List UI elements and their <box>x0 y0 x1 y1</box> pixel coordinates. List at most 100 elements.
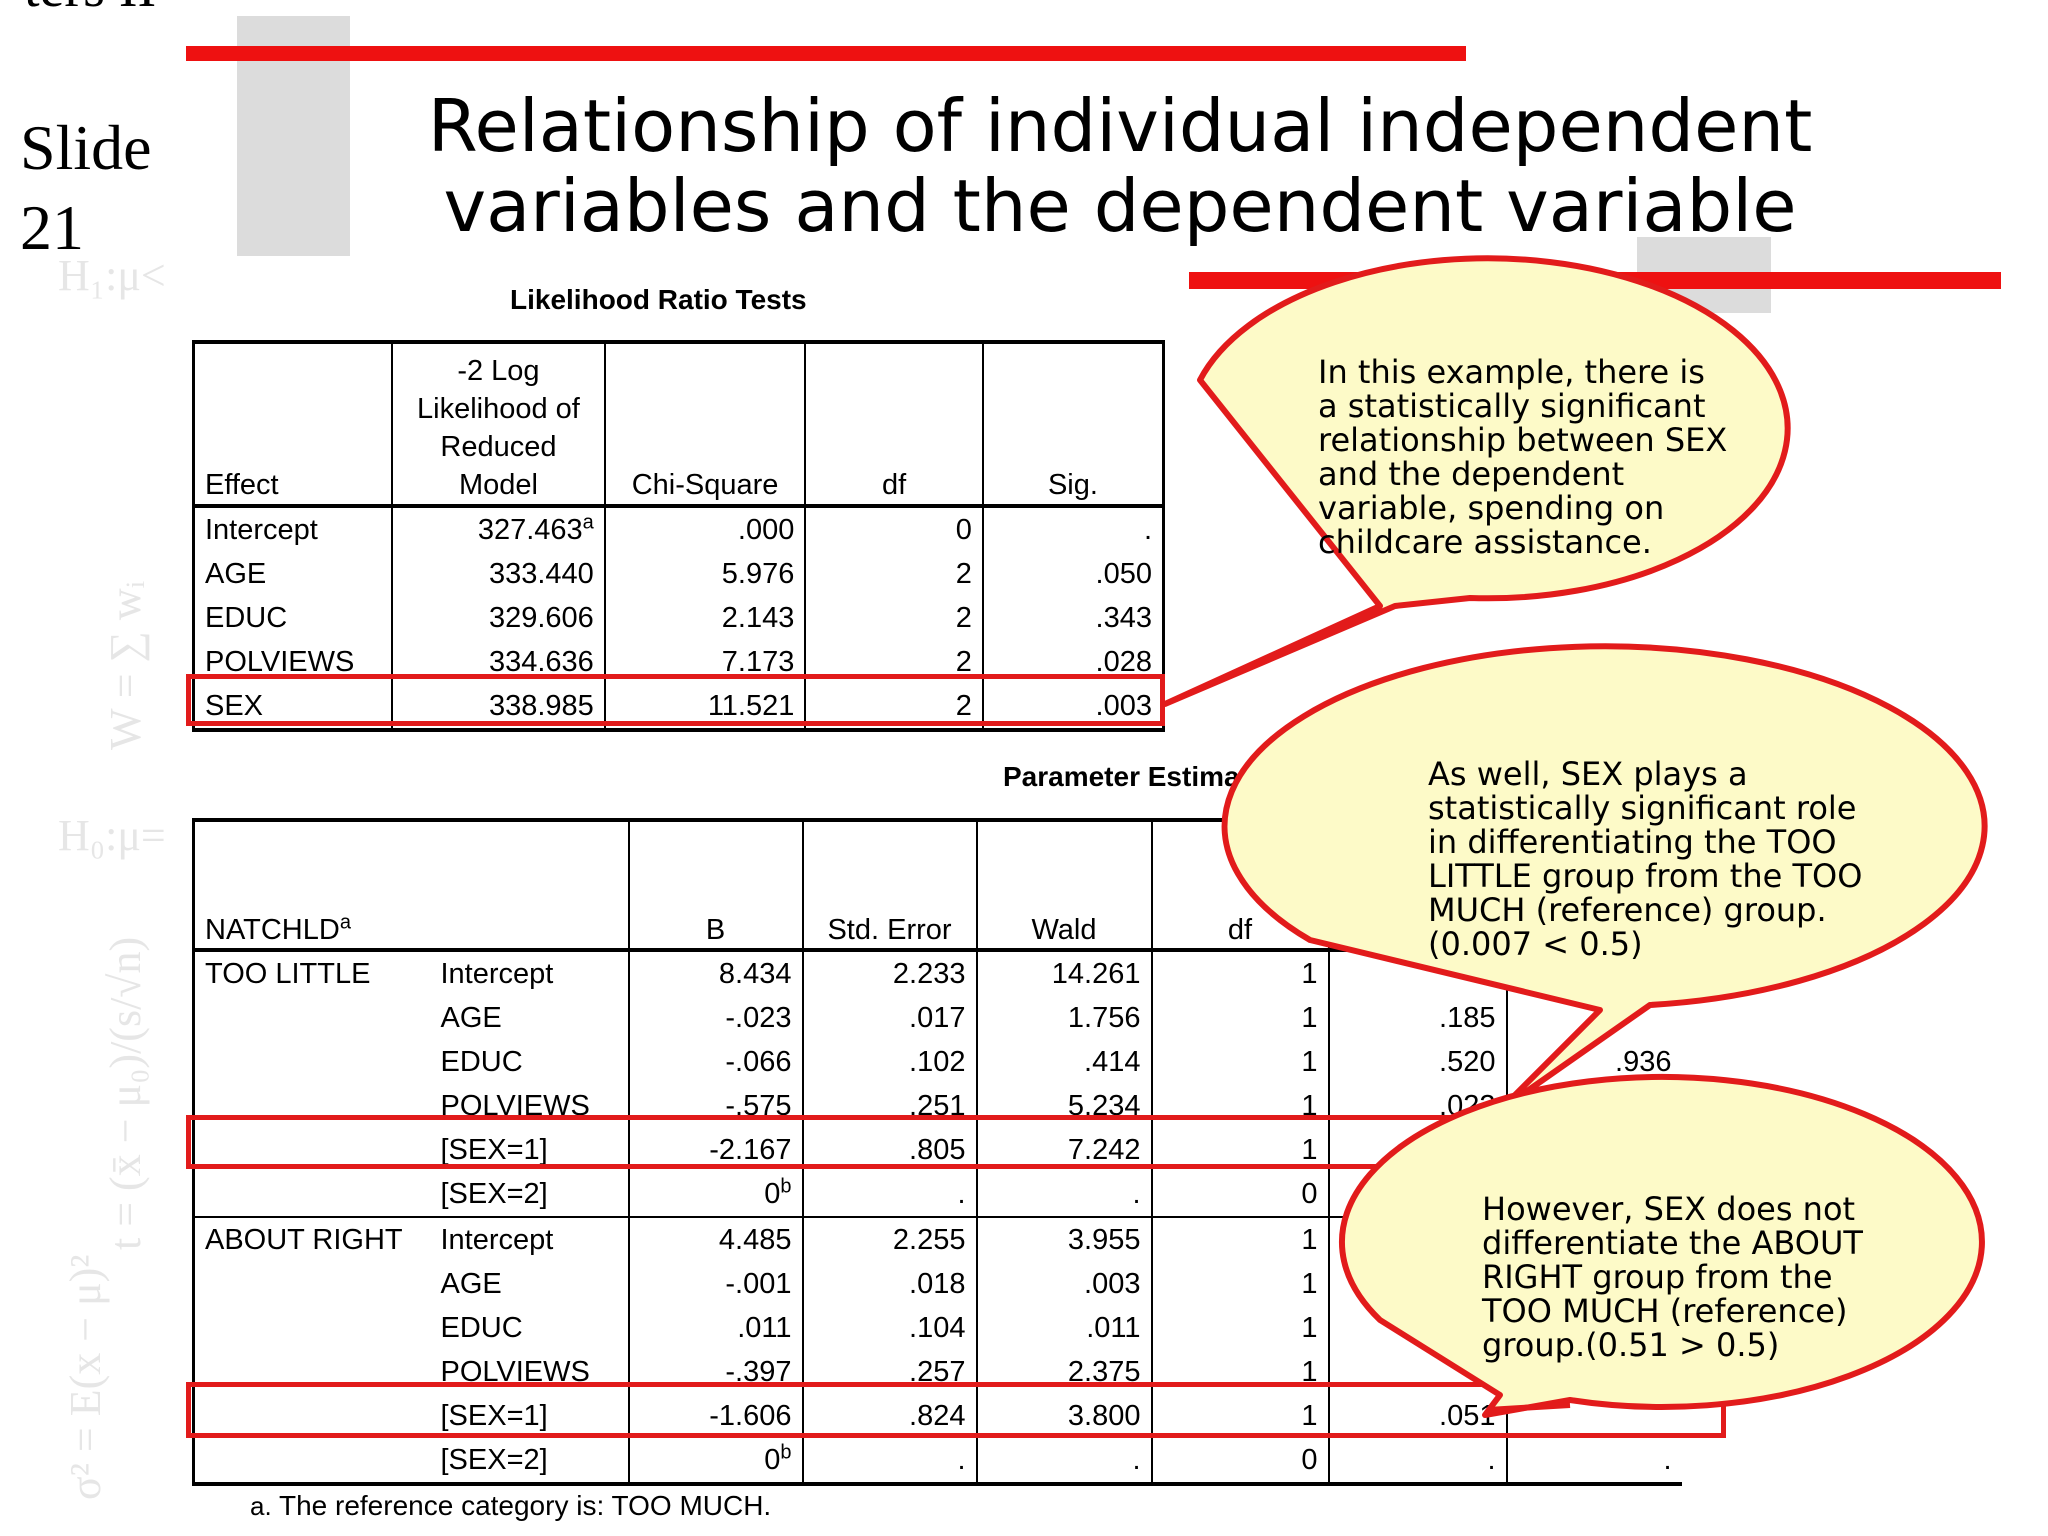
formula-watermark: H₁:μ< H₀:μ= W = ∑ wᵢ t = (x̄ − μ₀)/(s/√n… <box>40 250 190 1510</box>
callout-line: LITTLE group from the TOO <box>1428 857 1863 895</box>
cell-exp-b-value: .936 <box>1615 1046 1672 1078</box>
cell-b-value: -.023 <box>725 1002 792 1034</box>
cell-std-error: .251 <box>801 1084 977 1128</box>
callout-line: RIGHT group from the <box>1482 1258 1833 1296</box>
callout-bubble-2 <box>1221 643 1988 1113</box>
cell-chi-square-value: 2.143 <box>721 602 795 634</box>
cell-effect: EDUC <box>194 596 393 640</box>
cell-std-error-value: 2.233 <box>892 958 966 990</box>
slide-title: Relationship of individual independent v… <box>340 86 1900 246</box>
slide-label-number: 21 <box>20 192 84 263</box>
slide-number-label: Slide 21 <box>20 108 180 268</box>
cell-df-value: 0 <box>1301 1178 1318 1210</box>
callout-line: in differentiating the TOO <box>1428 823 1837 861</box>
cell-wald-value: . <box>1132 1178 1141 1210</box>
cell-df-value: 1 <box>1301 1002 1318 1034</box>
header-loglik-line: Likelihood of <box>417 393 580 425</box>
header-std-error: Std. Error <box>801 820 977 952</box>
header-wald: Wald <box>975 820 1152 952</box>
formula-h0: H₀:μ= <box>58 811 166 860</box>
cell-exp-b-value: . <box>1663 1444 1672 1476</box>
header-effect: Effect <box>193 342 393 508</box>
cell-df: 1 <box>1150 1262 1329 1306</box>
cell-b-value: -.066 <box>725 1046 792 1078</box>
cell-wald-value: 3.800 <box>1067 1400 1141 1432</box>
cell-sig-value: . <box>1143 514 1152 546</box>
callout-bubble-1 <box>1162 255 1791 707</box>
cell-df: 1 <box>1150 1306 1329 1350</box>
cell-sig-value: .003 <box>1095 690 1152 722</box>
footnote-marker: b <box>780 1441 792 1464</box>
cell-df: 1 <box>1150 1216 1329 1262</box>
cell-loglik: 329.606 <box>391 596 605 640</box>
callout-2-text: As well, SEX plays a statistically signi… <box>1428 757 1862 961</box>
cell-effect-value: Intercept <box>205 514 318 546</box>
cell-effect-value: SEX <box>205 690 264 722</box>
callout-line: group.(0.51 > 0.5) <box>1482 1326 1780 1364</box>
formula-t: t = (x̄ − μ₀)/(s/√n) <box>101 937 150 1250</box>
cell-group-value: TOO LITTLE <box>205 958 371 990</box>
cell-group-value: ABOUT RIGHT <box>205 1224 403 1256</box>
cell-wald: . <box>975 1438 1152 1484</box>
footnote-marker: b <box>780 1175 792 1198</box>
slide-label-word: Slide <box>20 112 152 183</box>
cell-sig-value: .050 <box>1095 558 1152 590</box>
table-row: [SEX=2] 0b.. 0.. <box>194 1438 1682 1484</box>
header-blank <box>430 820 629 952</box>
cell-loglik: 327.463a <box>391 506 605 552</box>
header-chi-square: Chi-Square <box>603 342 806 508</box>
cell-b-value: 0 <box>764 1178 781 1210</box>
cell-b: 4.485 <box>627 1216 803 1262</box>
formula-sigma: σ² = E(x − μ)² <box>61 1254 110 1500</box>
slide-title-line2: variables and the dependent variable <box>443 164 1797 248</box>
cell-b: -.575 <box>627 1084 803 1128</box>
lr-table-caption: Likelihood Ratio Tests <box>510 284 807 315</box>
callout-bubble-3 <box>1339 1073 1985 1418</box>
likelihood-ratio-table: Effect -2 Log Likelihood of Reduced Mode… <box>192 340 1165 732</box>
cell-df-value: 2 <box>955 646 972 678</box>
cell-df-value: 1 <box>1301 1224 1318 1256</box>
cell-std-error-value: .102 <box>909 1046 966 1078</box>
cell-parameter-value: [SEX=1] <box>440 1400 548 1432</box>
cell-wald-value: . <box>1132 1444 1141 1476</box>
callout-line: (0.007 < 0.5) <box>1428 925 1643 963</box>
cell-chi-square: 5.976 <box>603 552 806 596</box>
formula-h1: H₁:μ< <box>58 251 166 300</box>
cell-std-error: 2.255 <box>801 1216 977 1262</box>
cell-sig: .051 <box>1327 1394 1507 1438</box>
cell-b: 0b <box>627 1172 803 1217</box>
cell-parameter: Intercept <box>431 950 629 996</box>
cell-wald-value: .003 <box>1084 1268 1141 1300</box>
cell-sig: . <box>1327 1438 1507 1484</box>
cell-chi-square-value: .000 <box>737 514 795 546</box>
cell-effect-value: POLVIEWS <box>205 646 355 678</box>
cell-wald-value: .011 <box>1086 1312 1141 1344</box>
callout-line: In this example, there is <box>1318 353 1705 391</box>
cell-b: -.066 <box>627 1040 803 1084</box>
header-natchld: NATCHLDa <box>193 820 431 952</box>
cell-b: 0b <box>627 1438 803 1484</box>
cell-wald: 14.261 <box>975 950 1152 996</box>
callout-line: TOO MUCH (reference) <box>1482 1292 1848 1330</box>
cell-group: ABOUT RIGHT <box>193 1216 431 1262</box>
cell-parameter: [SEX=1] <box>431 1128 629 1172</box>
table-row: AGE 333.440 5.976 2 .050 <box>194 552 1164 596</box>
cell-sig: .343 <box>981 596 1164 640</box>
cell-b-value: 4.485 <box>718 1224 792 1256</box>
cell-loglik-value: 338.985 <box>488 690 594 722</box>
cell-loglik-value: 329.606 <box>488 602 594 634</box>
cell-std-error: .102 <box>801 1040 977 1084</box>
callout-line: MUCH (reference) group. <box>1428 891 1827 929</box>
cell-parameter-value: Intercept <box>440 958 554 990</box>
cell-chi-square-value: 5.976 <box>721 558 795 590</box>
cell-wald: 1.756 <box>975 996 1152 1040</box>
table-header-row: Effect -2 Log Likelihood of Reduced Mode… <box>193 342 1164 508</box>
cell-wald: .414 <box>975 1040 1152 1084</box>
cell-parameter: [SEX=2] <box>431 1438 629 1484</box>
cell-sig-value: .028 <box>1095 646 1152 678</box>
cell-b: 8.434 <box>627 950 803 996</box>
lr-table-body: Intercept 327.463a .000 0. AGE 333.440 5.976 2.… <box>194 506 1164 730</box>
cell-std-error-value: .824 <box>909 1400 966 1432</box>
cell-wald: .003 <box>975 1262 1152 1306</box>
cell-wald-value: 1.756 <box>1067 1002 1141 1034</box>
